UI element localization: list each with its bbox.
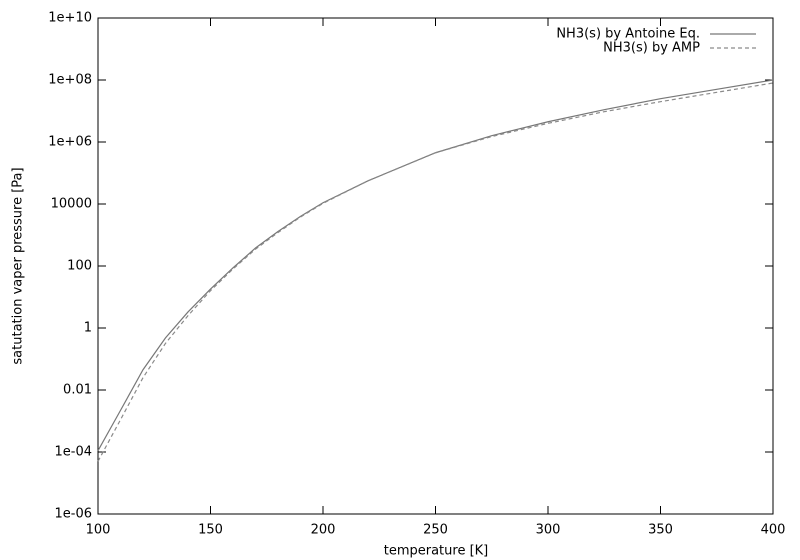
x-tick-label: 400 xyxy=(761,523,786,538)
y-tick-label: 0.01 xyxy=(63,383,92,398)
y-tick-label: 100 xyxy=(67,259,92,274)
x-tick-label: 250 xyxy=(423,523,448,538)
x-tick-label: 150 xyxy=(198,523,223,538)
y-axis-label: satutation vaper pressure [Pa] xyxy=(11,167,26,364)
series-line xyxy=(97,82,774,462)
plot-frame xyxy=(97,17,774,515)
y-tick-label: 1e-04 xyxy=(54,445,92,460)
x-tick-label: 200 xyxy=(311,523,336,538)
legend-label: NH3(s) by Antoine Eq. xyxy=(556,27,700,42)
y-tick-label: 1e-06 xyxy=(54,507,92,522)
y-tick-label: 10000 xyxy=(51,197,92,212)
y-tick-label: 1e+08 xyxy=(48,73,92,88)
y-tick-label: 1 xyxy=(84,321,92,336)
x-tick-label: 300 xyxy=(536,523,561,538)
x-tick-label: 350 xyxy=(648,523,673,538)
x-axis-label: temperature [K] xyxy=(384,544,489,559)
series-line xyxy=(97,79,774,452)
x-tick-label: 100 xyxy=(86,523,111,538)
y-tick-label: 1e+06 xyxy=(48,135,92,150)
legend-label: NH3(s) by AMP xyxy=(603,41,700,56)
y-tick-label: 1e+10 xyxy=(48,11,92,26)
